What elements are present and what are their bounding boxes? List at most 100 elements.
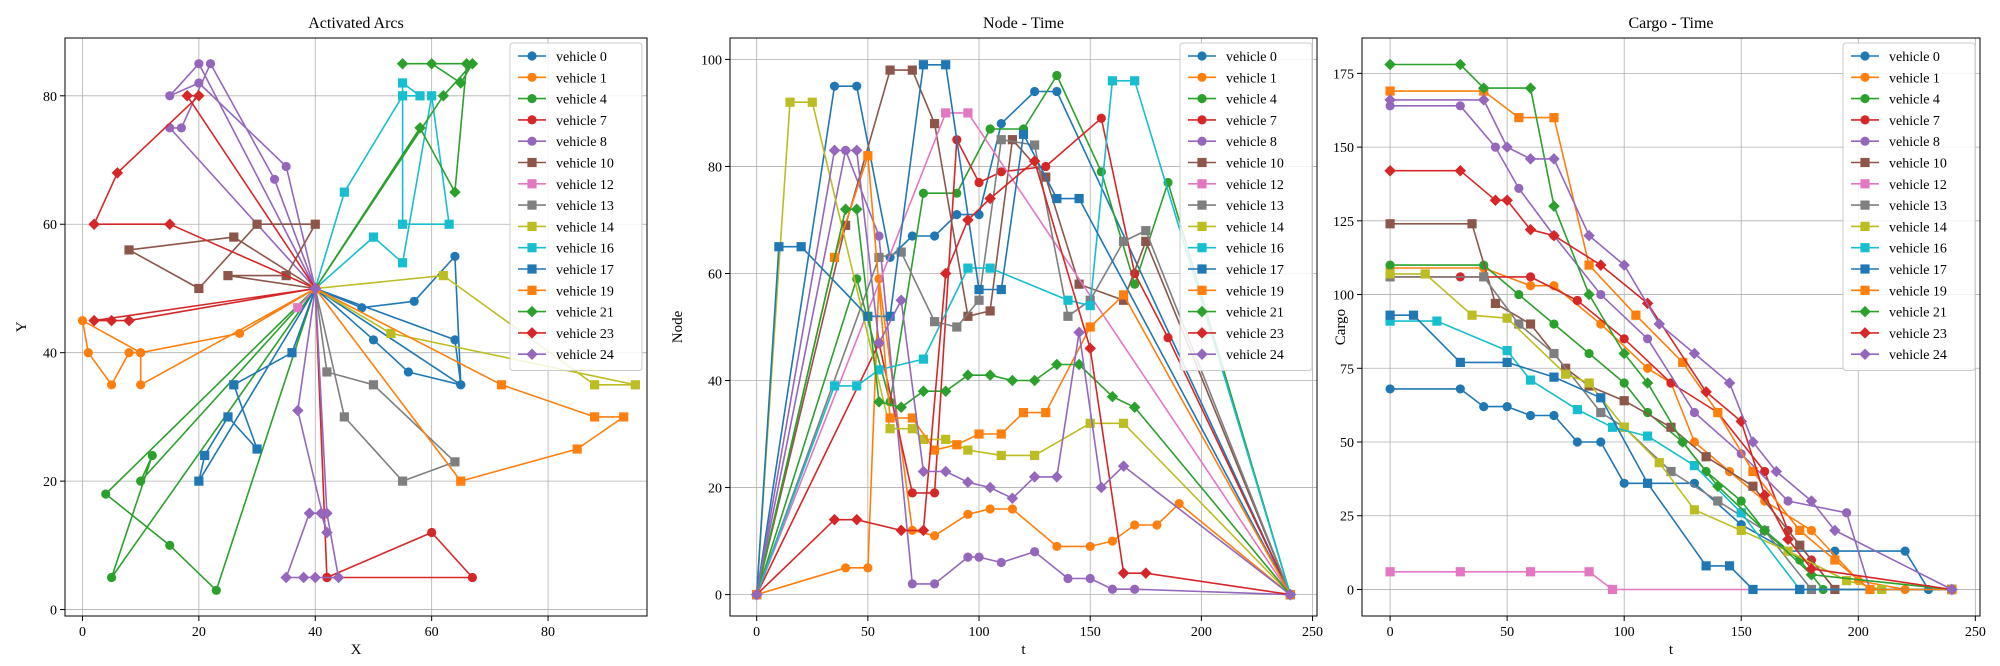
data-point <box>1052 193 1062 204</box>
data-point <box>963 509 973 519</box>
legend-marker <box>1859 327 1871 339</box>
legend-entry: vehicle 10 <box>1188 157 1284 172</box>
data-point <box>1385 101 1395 111</box>
data-point <box>984 481 996 494</box>
data-point <box>287 348 297 358</box>
legend-label: vehicle 4 <box>556 93 607 108</box>
data-point <box>1701 452 1711 462</box>
data-point <box>1642 478 1653 488</box>
data-point <box>136 380 146 390</box>
data-point <box>205 59 216 69</box>
legend-entry: vehicle 19 <box>1851 284 1947 299</box>
legend-marker <box>1197 136 1207 146</box>
data-point <box>996 167 1006 177</box>
data-point <box>963 552 973 562</box>
data-point <box>1408 310 1419 320</box>
data-point <box>444 219 454 229</box>
data-point <box>1018 408 1029 418</box>
data-point <box>1736 525 1746 536</box>
data-point <box>1007 504 1017 514</box>
data-point <box>1051 471 1063 483</box>
data-point <box>200 450 210 461</box>
legend-label: vehicle 8 <box>1889 135 1940 150</box>
chart-title: Node - Time <box>983 15 1064 32</box>
series-line <box>104 287 317 592</box>
chart-title: Cargo - Time <box>1628 15 1713 32</box>
data-point <box>1514 319 1524 329</box>
data-point <box>1385 316 1395 326</box>
data-point <box>996 429 1006 439</box>
data-point <box>368 232 379 242</box>
data-point <box>449 186 461 198</box>
data-point <box>1096 113 1106 123</box>
legend-label: vehicle 21 <box>1226 306 1284 321</box>
legend-label: vehicle 16 <box>1889 242 1947 257</box>
data-point <box>1385 86 1395 96</box>
x-axis-label: t <box>1669 642 1674 658</box>
x-tick-label: 150 <box>1080 625 1101 640</box>
data-point <box>1489 194 1502 206</box>
data-point <box>1525 319 1536 329</box>
data-point <box>1384 58 1396 71</box>
data-point <box>873 396 885 408</box>
legend-entry: vehicle 21 <box>1188 306 1284 321</box>
x-tick-label: 0 <box>1387 625 1394 640</box>
series-line <box>755 112 1291 596</box>
data-point <box>297 571 310 584</box>
y-tick-label: 80 <box>708 160 722 175</box>
data-point <box>339 187 349 197</box>
data-point <box>1107 76 1118 86</box>
data-point <box>1041 408 1051 418</box>
legend-marker <box>1860 51 1870 61</box>
data-point <box>974 429 984 439</box>
legend-marker <box>1197 72 1207 82</box>
series-line <box>1390 388 1952 591</box>
data-point <box>1619 422 1629 432</box>
data-point <box>996 119 1006 129</box>
data-point <box>929 317 940 327</box>
data-point <box>309 282 322 295</box>
data-point <box>1525 375 1536 385</box>
data-point <box>386 328 396 339</box>
data-point <box>1063 295 1073 305</box>
data-point <box>1384 94 1396 106</box>
legend-label: vehicle 1 <box>1889 71 1940 86</box>
data-point <box>1106 390 1119 403</box>
data-point <box>850 513 863 526</box>
y-axis-label: Node <box>670 310 686 343</box>
data-point <box>1642 334 1653 344</box>
data-point <box>1607 584 1618 595</box>
legend-entry: vehicle 8 <box>518 135 607 150</box>
data-point <box>1524 153 1537 165</box>
data-point <box>895 294 907 306</box>
data-point <box>1618 347 1630 360</box>
legend-entry: vehicle 16 <box>518 242 614 257</box>
legend-label: vehicle 23 <box>1889 327 1947 342</box>
data-point <box>1096 167 1106 177</box>
y-tick-label: 80 <box>43 90 57 105</box>
data-point <box>917 385 930 397</box>
data-point <box>1118 236 1129 246</box>
data-point <box>1432 316 1442 326</box>
legend-entry: vehicle 24 <box>1851 348 1947 363</box>
legend-marker <box>1197 200 1207 210</box>
x-axis-label: t <box>1021 642 1026 658</box>
data-point <box>850 203 863 216</box>
data-point <box>438 271 448 281</box>
data-point <box>193 90 205 102</box>
data-point <box>1619 334 1629 344</box>
data-point <box>974 552 984 562</box>
data-point <box>829 81 840 91</box>
data-point <box>918 354 929 364</box>
data-point <box>211 585 221 595</box>
data-point <box>414 122 426 134</box>
data-point <box>907 413 917 423</box>
data-point <box>1595 259 1607 271</box>
data-point <box>1030 450 1040 461</box>
data-point <box>885 424 895 434</box>
data-point <box>176 123 186 133</box>
data-point <box>907 579 917 589</box>
data-point <box>895 401 907 414</box>
y-tick-label: 0 <box>1347 583 1354 598</box>
data-point <box>907 488 917 498</box>
